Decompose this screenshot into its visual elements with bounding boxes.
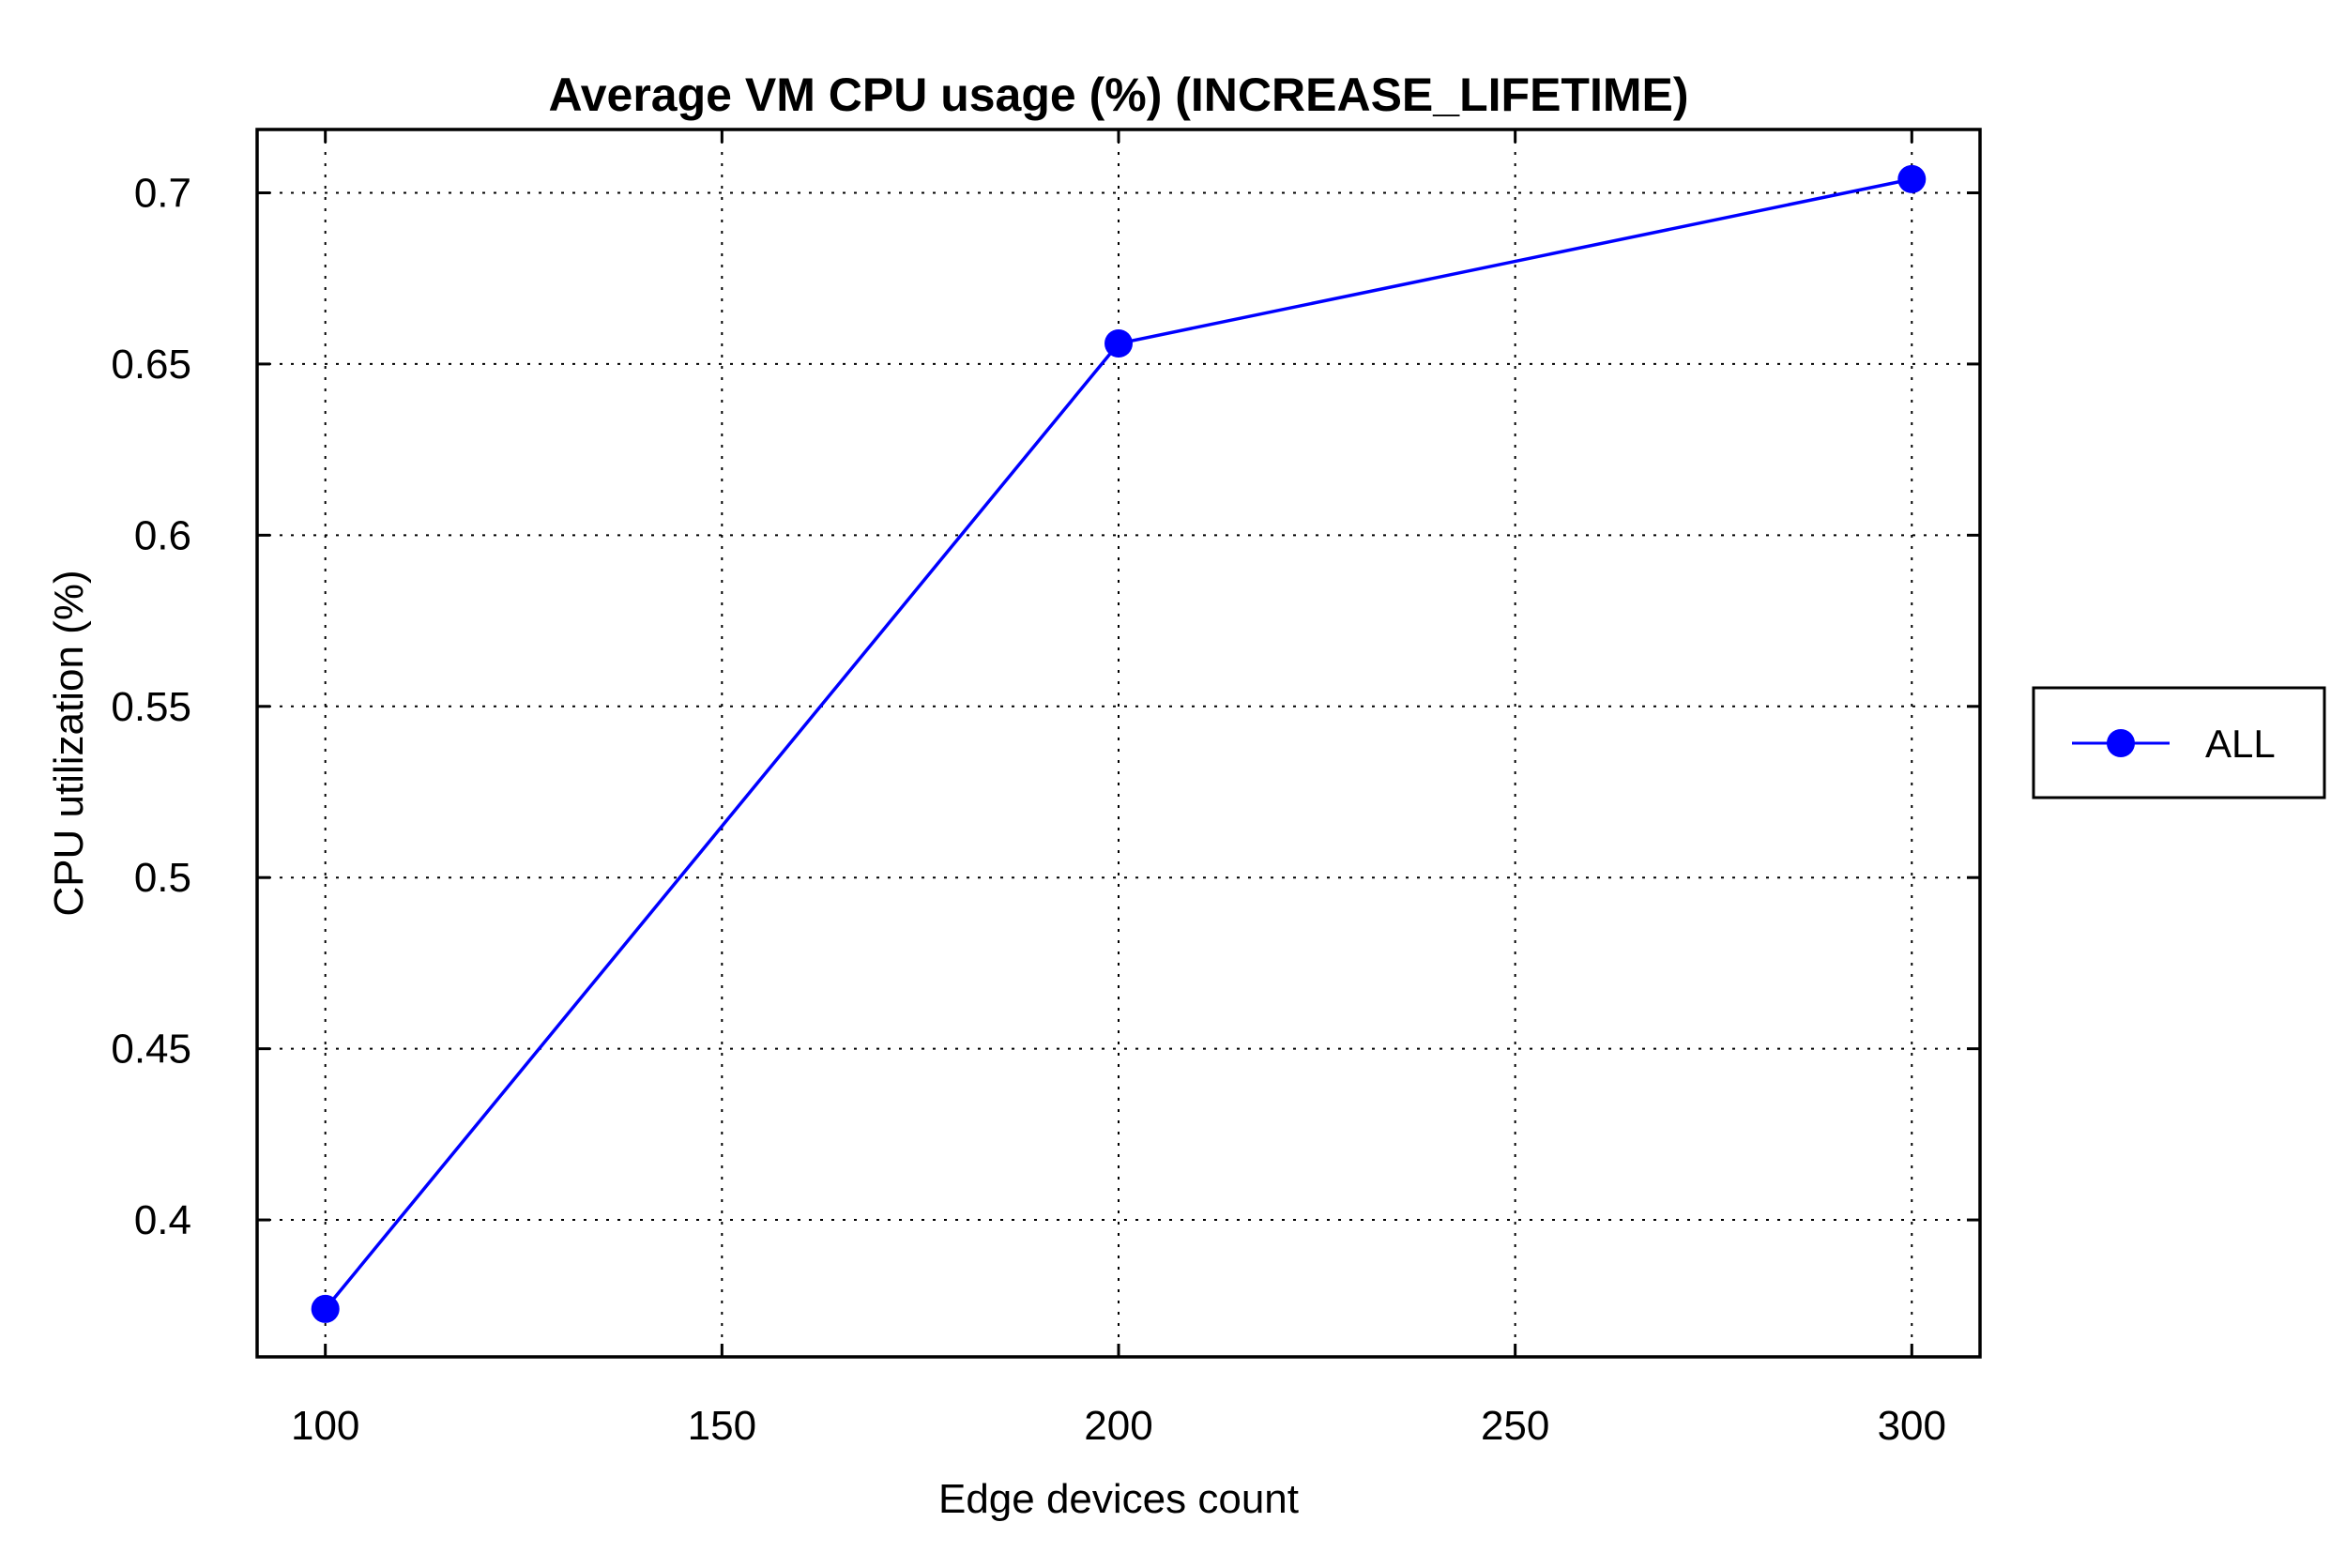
- legend-label-all: ALL: [2205, 722, 2276, 766]
- legend-marker-all: [2107, 729, 2135, 757]
- data-point-all: [1104, 329, 1133, 358]
- y-tick-label: 0.4: [134, 1197, 191, 1243]
- x-tick-label: 300: [1878, 1403, 1946, 1449]
- y-axis-label: CPU utilization (%): [46, 570, 92, 916]
- y-tick-label: 0.7: [134, 170, 191, 216]
- data-point-all: [311, 1294, 340, 1323]
- legend: ALL: [2032, 686, 2326, 799]
- plot-frame: [255, 128, 1982, 1359]
- x-tick-label: 200: [1084, 1403, 1152, 1449]
- x-tick-label: 250: [1481, 1403, 1549, 1449]
- x-tick-label: 150: [688, 1403, 756, 1449]
- tick-labels: 100 150 200 250 300 0.4 0.45 0.5 0.55 0.6 0.65 0.7: [111, 170, 1946, 1449]
- chart-title: Average VM CPU usage (%) (INCREASE_LIFET…: [548, 69, 1688, 121]
- y-tick-label: 0.45: [111, 1027, 191, 1073]
- y-tick-label: 0.5: [134, 855, 191, 901]
- x-axis-label: Edge devices count: [938, 1476, 1299, 1522]
- axis-ticks: [257, 129, 1980, 1357]
- data-point-all: [1897, 164, 1927, 193]
- y-tick-label: 0.55: [111, 684, 191, 730]
- y-tick-label: 0.6: [134, 512, 191, 558]
- y-tick-label: 0.65: [111, 342, 191, 388]
- x-tick-label: 100: [291, 1403, 359, 1449]
- series-layer: [311, 164, 1927, 1323]
